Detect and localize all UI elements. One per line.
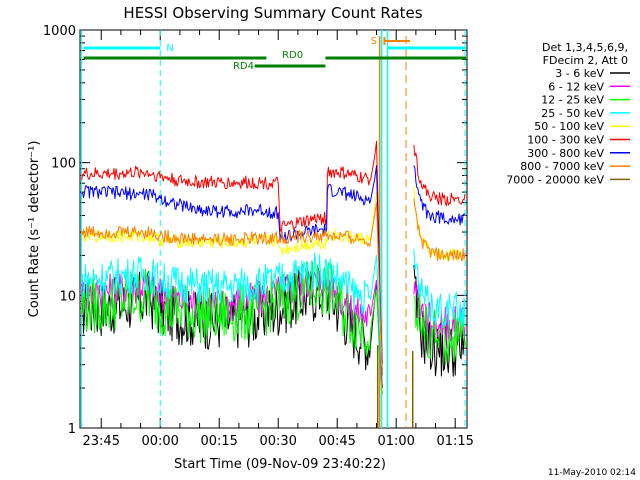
y-tick-label: 1 (68, 422, 76, 437)
series-line-12-25-kev-post (413, 293, 466, 366)
legend-entry-label: 50 - 100 keV (534, 120, 604, 133)
plot-frame (79, 29, 468, 429)
legend-entry-label: 800 - 7000 keV (520, 160, 604, 173)
legend: Det 1,3,4,5,6,9,FDecim 2, Att 03 - 6 keV… (506, 41, 630, 186)
flag-label-rd4: RD4 (233, 61, 254, 72)
chart-title: HESSI Observing Summary Count Rates (123, 4, 422, 22)
legend-entry-label: 3 - 6 keV (555, 67, 604, 80)
series-line-800-7000-kev (81, 202, 383, 376)
legend-entry-label: 12 - 25 keV (541, 94, 604, 107)
legend-entry-label: 6 - 12 keV (548, 80, 604, 93)
series-line-800-7000-kev-post (413, 198, 466, 262)
series-line-25-50-kev-post (413, 248, 466, 328)
y-tick-label: 100 (51, 157, 76, 172)
series-line-100-300-kev-post (413, 144, 466, 207)
x-tick-label: 01:00 (377, 434, 414, 449)
series-line-300-800-kev (81, 165, 383, 376)
x-tick-label: 01:15 (436, 434, 473, 449)
x-tick-label: 00:15 (200, 434, 237, 449)
series-line-100-300-kev (81, 140, 383, 365)
axis-ticks: 1 10 100 1000 23:45 00:00 00:15 00:30 00:45 01:00… (43, 24, 474, 449)
x-tick-label: 00:45 (318, 434, 355, 449)
event-lines (81, 30, 466, 428)
legend-entry-label: 25 - 50 keV (541, 107, 604, 120)
legend-header: Det 1,3,4,5,6,9, (542, 41, 628, 54)
legend-entry-label: 300 - 800 keV (527, 147, 604, 160)
flag-label-rd0: RD0 (282, 50, 303, 61)
x-tick-label: 00:30 (259, 434, 296, 449)
y-tick-label: 10 (59, 289, 76, 304)
footer-date: 11-May-2010 02:14 (548, 468, 636, 478)
flag-bars: N RD0 RD4 S (83, 36, 466, 72)
y-axis-label: Count Rate (s⁻¹ detector⁻¹) (27, 141, 42, 318)
flag-label-n: N (166, 43, 173, 54)
y-tick-label: 1000 (43, 24, 76, 39)
x-tick-label: 00:00 (141, 434, 178, 449)
series-line-25-50-kev (81, 252, 383, 376)
x-tick-label: 23:45 (83, 434, 120, 449)
legend-entry-label: 7000 - 20000 keV (506, 173, 604, 186)
x-axis-label: Start Time (09-Nov-09 23:40:22) (174, 457, 386, 472)
legend-entry-label: 100 - 300 keV (527, 134, 604, 147)
data-series (81, 140, 466, 428)
flag-label-s: S (371, 36, 377, 47)
legend-header: FDecim 2, Att 0 (543, 54, 628, 67)
series-line-300-800-kev-post (413, 165, 466, 226)
